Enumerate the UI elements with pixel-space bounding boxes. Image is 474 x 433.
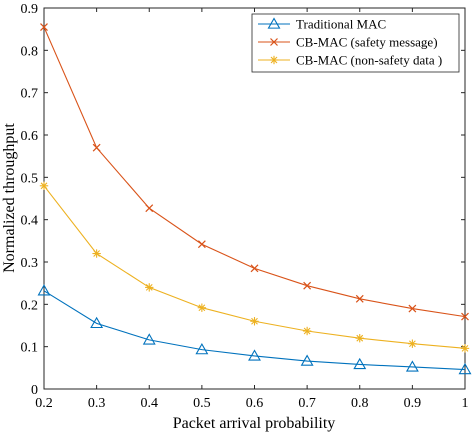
data-point <box>353 357 367 370</box>
data-point <box>142 333 156 345</box>
series-2 <box>40 23 469 321</box>
data-point <box>461 312 469 321</box>
x-tick-label: 0.2 <box>35 396 53 411</box>
legend-label: CB-MAC (non-safety data ) <box>296 53 442 68</box>
x-tick-label: 0.7 <box>298 396 316 411</box>
series-line <box>43 290 466 371</box>
marker-stroke <box>40 23 48 31</box>
data-point <box>40 23 48 31</box>
data-point <box>39 181 49 190</box>
x-tick-label: 0.3 <box>88 396 106 411</box>
data-point <box>250 264 259 273</box>
y-tick-label: 0.1 <box>21 341 39 356</box>
x-axis-label: Packet arrival probability <box>173 415 336 432</box>
legend-marker <box>270 38 278 46</box>
data-point <box>355 294 364 303</box>
data-point <box>300 354 314 366</box>
y-axis: 0 0.1 0.2 0.3 0.4 0.5 0.6 0.7 0.8 0.9 <box>21 2 465 398</box>
legend-label: Traditional MAC <box>296 17 386 32</box>
y-tick-label: 0.4 <box>21 214 39 229</box>
data-point <box>145 283 154 292</box>
data-point <box>302 326 312 336</box>
data-point <box>408 304 417 313</box>
y-tick-label: 0.2 <box>21 298 39 313</box>
y-tick-label: 0.6 <box>21 129 39 144</box>
legend-label: CB-MAC (safety message) <box>296 35 438 50</box>
data-point <box>405 360 419 372</box>
marker-stroke <box>251 317 258 325</box>
series-3 <box>39 181 470 353</box>
marker-stroke <box>145 284 153 291</box>
data-point <box>92 143 101 152</box>
marker-stroke <box>250 264 259 273</box>
x-tick-label: 0.8 <box>351 396 369 411</box>
data-point <box>303 281 312 290</box>
marker-stroke <box>356 334 364 342</box>
marker-stroke <box>92 143 101 152</box>
x-tick-label: 0.4 <box>141 396 159 411</box>
marker-stroke <box>408 304 417 313</box>
marker-stroke <box>270 38 278 46</box>
series-1 <box>37 284 472 375</box>
data-point <box>355 334 364 343</box>
x-tick-label: 1 <box>462 396 469 411</box>
y-axis-label: Normalized throughput <box>1 123 18 273</box>
legend-marker <box>269 55 279 65</box>
data-point <box>248 349 261 361</box>
data-point <box>460 344 470 353</box>
marker-stroke <box>303 327 311 335</box>
legend-entry: CB-MAC (safety message) <box>258 35 438 50</box>
x-tick-label: 0.5 <box>193 396 211 411</box>
marker-stroke <box>461 344 469 352</box>
x-tick-label: 0.6 <box>246 396 264 411</box>
marker-stroke <box>270 56 278 64</box>
data-point <box>92 249 101 258</box>
marker-stroke <box>197 240 206 249</box>
marker-stroke <box>198 304 206 312</box>
marker-stroke <box>145 204 154 213</box>
x-tick-label: 0.9 <box>404 396 422 411</box>
marker-stroke <box>461 312 469 321</box>
data-point <box>90 316 104 329</box>
x-axis: 0.2 0.3 0.4 0.5 0.6 0.7 0.8 0.9 1 <box>35 8 469 411</box>
marker-stroke <box>408 340 416 348</box>
y-tick-label: 0.3 <box>21 256 39 271</box>
legend-entry: CB-MAC (non-safety data ) <box>258 53 442 68</box>
legend-marker <box>267 17 281 29</box>
series-layer <box>37 23 472 375</box>
data-point <box>145 204 154 213</box>
marker-stroke <box>40 182 48 190</box>
y-tick-label: 0.5 <box>21 171 39 186</box>
marker-stroke <box>355 294 364 303</box>
legend-entry: Traditional MAC <box>258 17 386 32</box>
y-tick-label: 0.8 <box>21 44 39 59</box>
data-point <box>197 303 207 312</box>
legend: Traditional MAC CB-MAC (safety message) CB… <box>251 13 460 73</box>
data-point <box>408 339 417 348</box>
y-tick-label: 0.9 <box>21 2 39 17</box>
y-tick-label: 0.7 <box>21 87 39 102</box>
data-point <box>37 284 51 296</box>
data-point <box>195 343 209 355</box>
y-tick-label: 0 <box>31 383 38 398</box>
marker-stroke <box>303 281 312 290</box>
data-point <box>250 317 259 326</box>
data-point <box>197 240 206 249</box>
data-point <box>458 362 472 375</box>
marker-stroke <box>93 250 101 257</box>
